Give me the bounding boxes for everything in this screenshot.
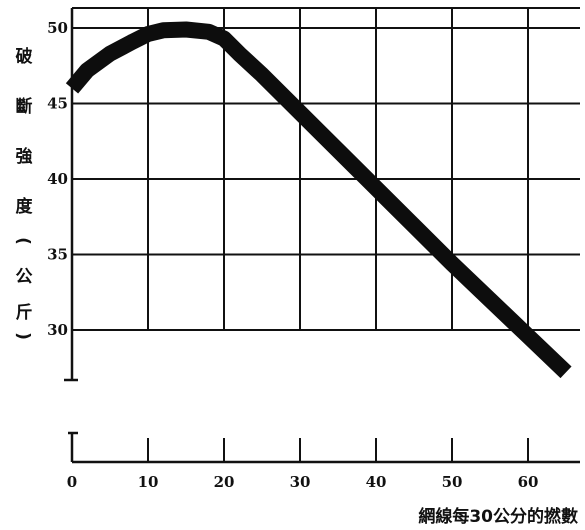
y-tick-label-35: 35 — [47, 246, 68, 264]
y-tick-label-50: 50 — [47, 19, 68, 37]
y-axis-label-char: 斷 — [16, 96, 33, 117]
y-tick-labels: 30 35 40 45 50 — [47, 19, 68, 339]
x-axis-label: 網線每30公分的撚數 — [418, 506, 578, 527]
x-tick-label-20: 20 — [214, 473, 235, 491]
y-axis-label-char: ( — [13, 237, 33, 245]
y-tick-label-45: 45 — [47, 95, 68, 113]
y-axis-label-char: 公 — [16, 267, 33, 287]
x-tick-label-60: 60 — [518, 473, 539, 491]
y-axis-label-char: 破 — [16, 46, 33, 67]
y-axis-label-char: 強 — [16, 146, 33, 167]
x-tick-label-10: 10 — [138, 473, 159, 491]
y-tick-label-30: 30 — [47, 321, 68, 339]
x-tick-label-40: 40 — [366, 473, 387, 491]
axes — [64, 8, 580, 464]
grid-lines — [72, 7, 580, 462]
x-tick-label-50: 50 — [442, 473, 463, 491]
x-tick-label-30: 30 — [290, 473, 311, 491]
y-tick-label-40: 40 — [47, 170, 68, 188]
series-line-0 — [65, 21, 572, 379]
x-tick-labels: 0 10 20 30 40 50 60 — [67, 473, 539, 491]
y-axis-label-char: 度 — [16, 196, 34, 217]
y-axis-label-char: ) — [13, 332, 33, 340]
data-series — [65, 21, 572, 379]
y-axis-label-char: 斤 — [16, 303, 33, 323]
x-tick-label-0: 0 — [67, 473, 77, 491]
